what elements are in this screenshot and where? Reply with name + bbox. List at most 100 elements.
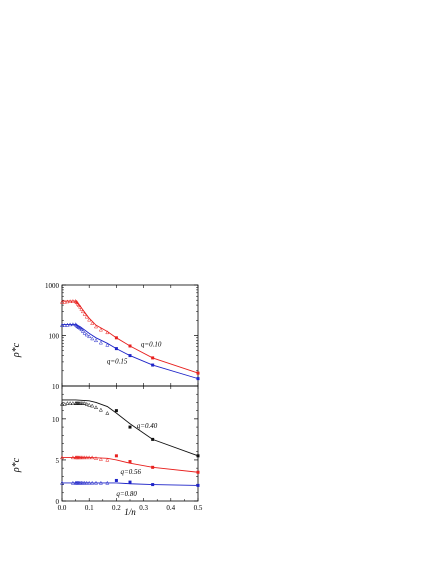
bottom-series-1-open-marker <box>105 457 110 462</box>
bottom-series-2-open-marker <box>87 480 92 485</box>
bottom-series-1-open-marker <box>87 455 92 460</box>
bottom-series-0-open-marker <box>93 405 99 410</box>
bottom-series-1-open-marker <box>59 455 65 460</box>
annotation-q040: q=0.40 <box>137 422 158 430</box>
top-series-1-filled-marker <box>114 347 118 351</box>
top-series-1-open-marker <box>93 338 99 343</box>
bottom-series-0-open-marker <box>82 401 87 405</box>
top-series-1-open-marker <box>98 340 103 345</box>
top-series-1-open-marker <box>82 330 87 335</box>
top-series-0-open-marker <box>78 304 83 309</box>
top-series-0-open-marker <box>80 309 85 314</box>
bottom-series-2-open-marker <box>82 480 87 485</box>
bottom-y-axis-label: ρ*c <box>11 457 22 473</box>
top-series-1-open-marker <box>90 336 95 341</box>
top-series-0-open-marker <box>82 311 87 316</box>
top-series-0-open-marker <box>84 314 89 319</box>
bottom-series-0-line <box>62 399 199 457</box>
bottom-series-0-open-marker <box>90 403 95 408</box>
top-series-0-open-marker <box>79 306 84 311</box>
annotation-q080: q=0.80 <box>116 490 137 498</box>
x-tick-label: 0.0 <box>58 504 67 512</box>
annotation-q010: q=0.10 <box>141 341 162 349</box>
top-panel-frame <box>61 284 199 387</box>
x-axis-label: 1/n <box>124 507 136 517</box>
bottom-series-0-open-marker <box>62 401 67 406</box>
bottom-series-0-open-marker <box>84 401 89 406</box>
bottom-series-2-open-marker <box>59 480 65 485</box>
top-y-tick-label: 10 <box>52 383 60 391</box>
bottom-y-tick-label: 0 <box>56 498 60 506</box>
top-series-1-open-marker <box>75 323 80 328</box>
top-series-1-filled-marker <box>196 377 200 381</box>
bottom-series-2-filled-marker <box>151 483 155 487</box>
bottom-series-1-open-marker <box>70 455 75 460</box>
top-y-axis-label-text: ρ*c <box>11 342 22 358</box>
bottom-series-2-open-marker <box>98 480 103 485</box>
top-series-0-open-marker <box>73 298 78 303</box>
bottom-series-0-open-marker <box>68 401 73 405</box>
bottom-series-2-filled-marker <box>114 478 118 482</box>
bottom-series-1-open-marker <box>90 455 95 460</box>
bottom-series-1-open-marker <box>84 455 89 460</box>
bottom-panel: 0 5 10 0.0 0.1 0.2 0.3 0.4 0.5 q=0.40 q=0.56 q=0.80 <box>52 385 203 512</box>
top-series-1-filled-marker <box>128 354 132 358</box>
bottom-series-2-open-marker <box>84 480 89 485</box>
top-series-1-filled-marker <box>151 363 155 367</box>
top-series-1-open-marker <box>59 323 65 327</box>
bottom-series-0-open-marker <box>65 401 70 405</box>
bottom-y-tick-label: 10 <box>52 416 60 424</box>
top-series-1-open-marker <box>78 325 83 330</box>
top-series-0-open-marker <box>90 321 95 325</box>
bottom-series-0-filled-marker <box>114 409 118 413</box>
top-series-0-open-marker <box>70 298 75 303</box>
bottom-series-2-open-marker <box>105 480 110 485</box>
bottom-series-1-filled-marker <box>128 460 132 464</box>
top-series-1-open-marker <box>87 334 92 339</box>
top-series-0-open-marker <box>62 299 67 304</box>
bottom-series-1-open-marker <box>82 455 87 460</box>
bottom-series-0-filled-marker <box>128 425 132 429</box>
top-series-0-filled-marker <box>128 344 132 348</box>
x-tick-label: 0.5 <box>194 504 203 512</box>
top-series-0-open-marker <box>59 299 65 304</box>
top-series-0-open-marker <box>65 299 70 304</box>
top-series-0-open-marker <box>98 327 103 332</box>
top-series-1-open-marker <box>68 322 73 327</box>
top-series-1-open-marker <box>65 322 70 327</box>
top-series-1-open-marker <box>70 322 75 327</box>
bottom-series-0-filled-marker <box>196 454 200 458</box>
annotation-q015: q=0.15 <box>107 357 128 365</box>
bottom-series-2-open-marker <box>70 480 75 485</box>
bottom-series-2-open-marker <box>93 480 99 485</box>
bottom-series-0-open-marker <box>98 407 103 412</box>
top-series-0-open-marker <box>87 317 92 322</box>
top-series-0-open-marker <box>76 303 82 308</box>
top-series-0-open-marker <box>105 330 110 335</box>
top-y-axis-label: ρ*c <box>11 342 22 358</box>
bottom-y-axis-label-text: ρ*c <box>11 457 22 473</box>
bottom-series-1-filled-marker <box>151 465 155 469</box>
top-series-1-open-marker <box>79 327 84 332</box>
top-series-0-line <box>62 300 199 374</box>
bottom-series-1-open-marker <box>93 456 99 460</box>
bottom-series-2-open-marker <box>90 480 95 485</box>
bottom-series-1-open-marker <box>98 456 103 461</box>
bottom-series-0-open-marker <box>87 402 92 407</box>
top-series-0-open-marker <box>74 299 79 304</box>
top-series-0-filled-marker <box>196 371 200 375</box>
x-tick-label: 0.2 <box>112 504 121 512</box>
bottom-series-1-filled-marker <box>114 454 118 458</box>
bottom-series-1-filled-marker <box>196 470 200 474</box>
bottom-y-tick-label: 5 <box>56 457 60 465</box>
top-series-1-open-marker <box>105 342 110 347</box>
top-panel: 10 100 1000 q=0.10 q=0.15 <box>45 282 200 391</box>
top-series-1-open-marker <box>62 323 67 327</box>
x-tick-label: 0.4 <box>166 504 175 512</box>
top-y-tick-label: 1000 <box>45 282 60 290</box>
top-series-0-open-marker <box>93 324 99 329</box>
top-y-tick-label: 100 <box>49 333 60 341</box>
x-tick-label: 0.3 <box>139 504 148 512</box>
top-series-1-open-marker <box>80 329 85 333</box>
